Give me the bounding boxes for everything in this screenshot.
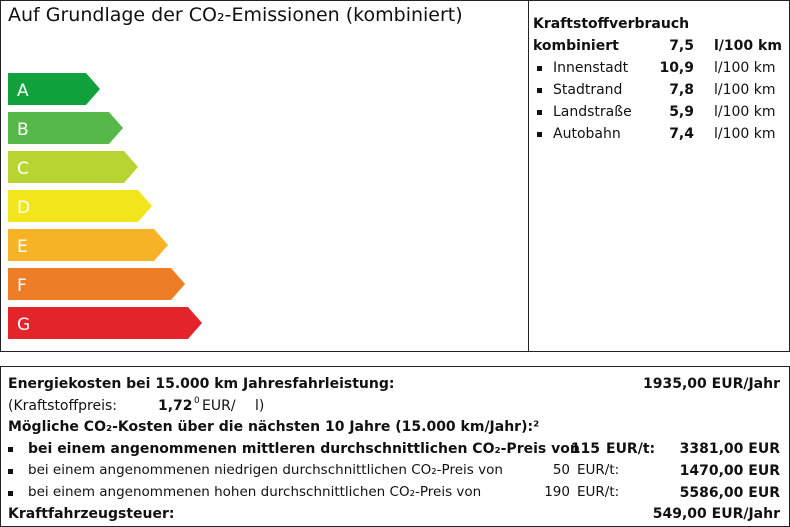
combined-unit: l/100 km — [714, 38, 782, 54]
class-letter: C — [17, 159, 29, 179]
co2-unit: EUR/t: — [577, 462, 620, 478]
row-label: Stadtrand — [553, 82, 623, 98]
class-letter: A — [17, 81, 29, 101]
fuel-price-label: (Kraftstoffpreis: — [8, 398, 117, 414]
class-arrow — [8, 73, 100, 105]
bullet — [537, 66, 542, 71]
co2-row-label: bei einem angenommenen niedrigen durchsc… — [28, 462, 503, 478]
fuel-price-sup: 0 — [194, 396, 200, 406]
row-value: 5,9 — [669, 104, 694, 120]
bullet — [537, 110, 542, 115]
co2-row-label: bei einem angenommenen hohen durchschnit… — [28, 484, 482, 500]
row-unit: l/100 km — [714, 104, 776, 120]
bullet — [537, 88, 542, 93]
row-unit: l/100 km — [714, 60, 776, 76]
class-arrow — [8, 151, 138, 183]
row-unit: l/100 km — [714, 82, 776, 98]
row-label: Innenstadt — [553, 60, 629, 76]
bullet — [8, 491, 13, 496]
co2-value: 1470,00 EUR — [679, 463, 780, 479]
row-label: Autobahn — [553, 126, 621, 142]
co2-value: 5586,00 EUR — [679, 485, 780, 501]
class-arrow — [8, 268, 185, 300]
class-letter: B — [17, 120, 29, 140]
co2-price: 115 — [570, 441, 600, 457]
row-label: Landstraße — [553, 104, 632, 120]
fuel-price-unit: EUR/ — [202, 398, 236, 414]
row-value: 7,8 — [669, 82, 694, 98]
class-arrow — [8, 112, 123, 144]
row-value: 10,9 — [659, 60, 694, 76]
row-value: 7,4 — [669, 126, 694, 142]
class-letter: G — [17, 315, 30, 335]
class-letter: E — [17, 237, 28, 257]
class-letter: D — [17, 198, 30, 218]
class-letter: F — [17, 276, 27, 296]
row-unit: l/100 km — [714, 126, 776, 142]
co2-price: 190 — [544, 484, 570, 500]
fuel-price-unit2: l) — [255, 398, 265, 414]
bullet — [537, 132, 542, 137]
co2-value: 3381,00 EUR — [679, 441, 780, 457]
energy-label: Energiekosten bei 15.000 km Jahresfahrle… — [8, 376, 395, 392]
co2-price: 50 — [552, 462, 570, 478]
tax-label: Kraftfahrzeugsteuer: — [8, 506, 175, 522]
class-arrow — [8, 229, 168, 261]
class-arrow — [8, 190, 152, 222]
bullet — [8, 469, 13, 474]
consumption-heading: Kraftstoffverbrauch — [533, 16, 690, 32]
co2-row-label: bei einem angenommenen mittleren durchsc… — [28, 441, 580, 457]
bullet — [8, 447, 13, 452]
co2-unit: EUR/t: — [577, 484, 620, 500]
fuel-price-value: 1,72 — [158, 398, 193, 414]
combined-value: 7,5 — [669, 38, 694, 54]
energy-value: 1935,00 EUR/Jahr — [643, 376, 780, 392]
label-title: Auf Grundlage der CO₂-Emissionen (kombin… — [8, 4, 463, 26]
co2-unit: EUR/t: — [606, 441, 656, 457]
co2-heading: Mögliche CO₂-Kosten über die nächsten 10… — [8, 419, 540, 435]
tax-value: 549,00 EUR/Jahr — [652, 506, 780, 522]
class-arrow — [8, 307, 202, 339]
combined-label: kombiniert — [533, 38, 619, 54]
